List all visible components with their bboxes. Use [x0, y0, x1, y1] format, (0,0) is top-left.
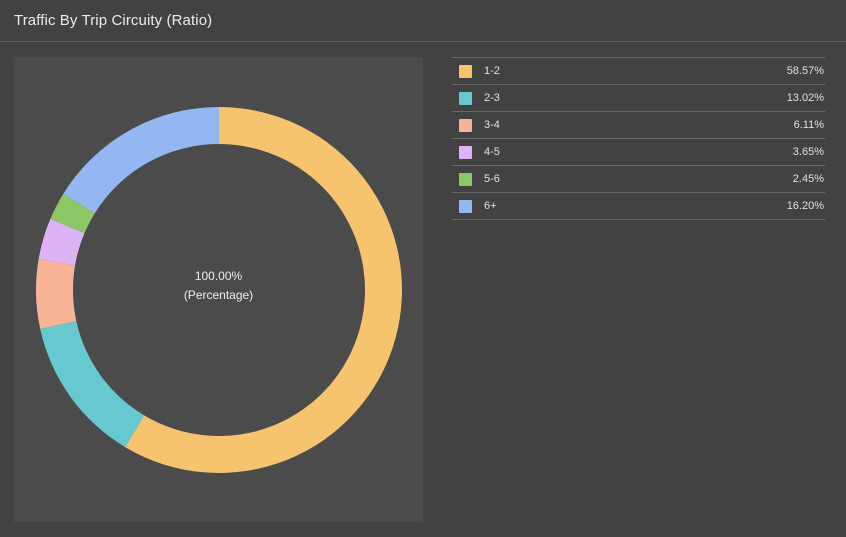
panel-title: Traffic By Trip Circuity (Ratio) [14, 12, 213, 29]
legend-swatch [459, 173, 472, 186]
legend-swatch [459, 65, 472, 78]
legend-label: 5-6 [484, 173, 500, 185]
donut-slice-5-6[interactable] [50, 193, 95, 234]
legend-item[interactable]: 6+ 16.20% [452, 193, 825, 220]
legend-label: 3-4 [484, 119, 500, 131]
legend-value: 16.20% [786, 200, 824, 212]
donut-slice-4-5[interactable] [38, 218, 85, 266]
center-unit-label: (Percentage) [183, 288, 254, 302]
legend-value: 13.02% [786, 92, 824, 104]
legend-label: 4-5 [484, 146, 500, 158]
legend-item[interactable]: 4-5 3.65% [452, 139, 825, 166]
donut-slice-2-3[interactable] [40, 321, 145, 448]
legend-value: 2.45% [792, 173, 824, 185]
legend-value: 6.11% [793, 119, 824, 131]
legend-item[interactable]: 1-2 58.57% [452, 58, 825, 85]
donut-slice-1-2[interactable] [125, 107, 403, 474]
panel-header: Traffic By Trip Circuity (Ratio) [0, 0, 846, 42]
legend-value: 58.57% [786, 65, 824, 77]
legend-label: 1-2 [484, 65, 500, 77]
legend-item[interactable]: 5-6 2.45% [452, 166, 825, 193]
chart-legend: 1-2 58.57% 2-3 13.02% 3-4 6.11% 4-5 3.65… [452, 57, 825, 220]
donut-chart-area: 100.00% (Percentage) [14, 57, 423, 522]
legend-swatch [459, 119, 472, 132]
legend-swatch [459, 200, 472, 213]
center-total-label: 100.00% [194, 269, 243, 283]
donut-slice-6+[interactable] [63, 107, 220, 214]
legend-label: 2-3 [484, 92, 500, 104]
legend-swatch [459, 92, 472, 105]
legend-item[interactable]: 3-4 6.11% [452, 112, 825, 139]
legend-label: 6+ [484, 200, 497, 212]
legend-value: 3.65% [792, 146, 824, 158]
donut-chart [35, 107, 403, 474]
legend-swatch [459, 146, 472, 159]
legend-item[interactable]: 2-3 13.02% [452, 85, 825, 112]
donut-slice-3-4[interactable] [35, 259, 77, 329]
